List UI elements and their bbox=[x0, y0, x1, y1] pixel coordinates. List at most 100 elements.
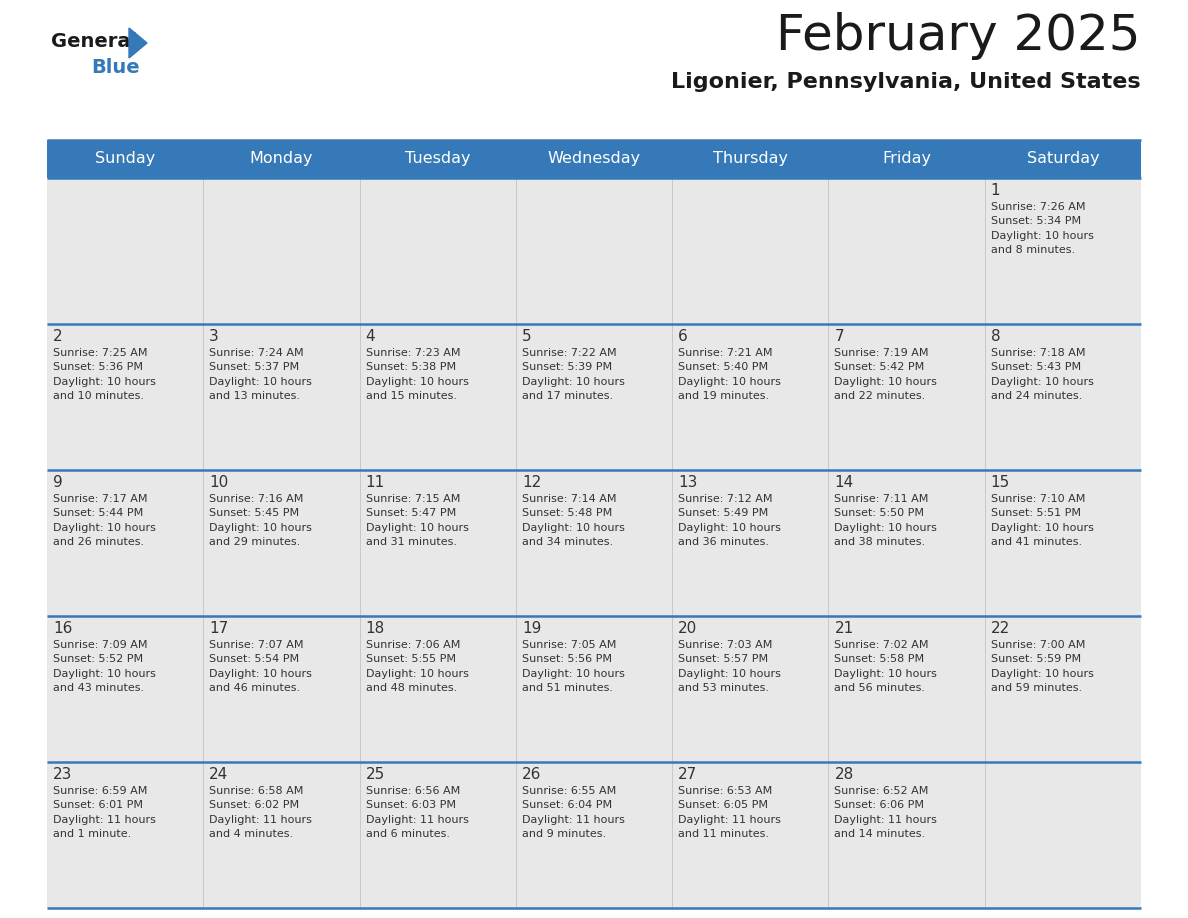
Text: Sunrise: 7:06 AM
Sunset: 5:55 PM
Daylight: 10 hours
and 48 minutes.: Sunrise: 7:06 AM Sunset: 5:55 PM Dayligh… bbox=[366, 640, 468, 693]
Bar bbox=[828, 762, 985, 908]
Text: Ligonier, Pennsylvania, United States: Ligonier, Pennsylvania, United States bbox=[671, 72, 1140, 92]
Text: 21: 21 bbox=[834, 621, 854, 636]
Text: 25: 25 bbox=[366, 767, 385, 782]
Text: Sunrise: 7:25 AM
Sunset: 5:36 PM
Daylight: 10 hours
and 10 minutes.: Sunrise: 7:25 AM Sunset: 5:36 PM Dayligh… bbox=[53, 348, 156, 401]
Bar bbox=[828, 140, 985, 178]
Bar bbox=[360, 140, 516, 178]
Text: Friday: Friday bbox=[881, 151, 931, 166]
Text: Monday: Monday bbox=[249, 151, 314, 166]
Bar bbox=[672, 140, 828, 178]
Text: 14: 14 bbox=[834, 475, 854, 490]
Bar bbox=[672, 324, 828, 470]
Text: Sunrise: 7:23 AM
Sunset: 5:38 PM
Daylight: 10 hours
and 15 minutes.: Sunrise: 7:23 AM Sunset: 5:38 PM Dayligh… bbox=[366, 348, 468, 401]
Text: 27: 27 bbox=[678, 767, 697, 782]
Text: Saturday: Saturday bbox=[1026, 151, 1099, 166]
Bar bbox=[48, 140, 203, 178]
Text: Sunrise: 6:59 AM
Sunset: 6:01 PM
Daylight: 11 hours
and 1 minute.: Sunrise: 6:59 AM Sunset: 6:01 PM Dayligh… bbox=[53, 786, 156, 839]
Text: 19: 19 bbox=[522, 621, 542, 636]
Bar bbox=[516, 324, 672, 470]
Text: February 2025: February 2025 bbox=[777, 12, 1140, 60]
Text: Thursday: Thursday bbox=[713, 151, 788, 166]
Text: Sunrise: 6:56 AM
Sunset: 6:03 PM
Daylight: 11 hours
and 6 minutes.: Sunrise: 6:56 AM Sunset: 6:03 PM Dayligh… bbox=[366, 786, 468, 839]
Text: Sunrise: 7:10 AM
Sunset: 5:51 PM
Daylight: 10 hours
and 41 minutes.: Sunrise: 7:10 AM Sunset: 5:51 PM Dayligh… bbox=[991, 494, 1094, 547]
Bar bbox=[516, 140, 672, 178]
Text: 16: 16 bbox=[53, 621, 72, 636]
Text: Sunrise: 7:26 AM
Sunset: 5:34 PM
Daylight: 10 hours
and 8 minutes.: Sunrise: 7:26 AM Sunset: 5:34 PM Dayligh… bbox=[991, 202, 1094, 255]
Text: Sunrise: 6:58 AM
Sunset: 6:02 PM
Daylight: 11 hours
and 4 minutes.: Sunrise: 6:58 AM Sunset: 6:02 PM Dayligh… bbox=[209, 786, 312, 839]
Bar bbox=[360, 324, 516, 470]
Text: General: General bbox=[51, 32, 137, 51]
Bar bbox=[48, 178, 203, 324]
Text: Sunrise: 7:22 AM
Sunset: 5:39 PM
Daylight: 10 hours
and 17 minutes.: Sunrise: 7:22 AM Sunset: 5:39 PM Dayligh… bbox=[522, 348, 625, 401]
Text: Sunrise: 7:02 AM
Sunset: 5:58 PM
Daylight: 10 hours
and 56 minutes.: Sunrise: 7:02 AM Sunset: 5:58 PM Dayligh… bbox=[834, 640, 937, 693]
Text: Tuesday: Tuesday bbox=[405, 151, 470, 166]
Bar bbox=[203, 178, 360, 324]
Bar bbox=[672, 178, 828, 324]
Text: 24: 24 bbox=[209, 767, 228, 782]
Bar bbox=[985, 140, 1140, 178]
Text: 9: 9 bbox=[53, 475, 63, 490]
Text: 15: 15 bbox=[991, 475, 1010, 490]
Text: Sunrise: 7:12 AM
Sunset: 5:49 PM
Daylight: 10 hours
and 36 minutes.: Sunrise: 7:12 AM Sunset: 5:49 PM Dayligh… bbox=[678, 494, 781, 547]
Text: Sunrise: 7:17 AM
Sunset: 5:44 PM
Daylight: 10 hours
and 26 minutes.: Sunrise: 7:17 AM Sunset: 5:44 PM Dayligh… bbox=[53, 494, 156, 547]
Text: 1: 1 bbox=[991, 183, 1000, 198]
Bar bbox=[985, 616, 1140, 762]
Bar bbox=[48, 324, 203, 470]
Bar bbox=[48, 762, 203, 908]
Text: Sunrise: 7:24 AM
Sunset: 5:37 PM
Daylight: 10 hours
and 13 minutes.: Sunrise: 7:24 AM Sunset: 5:37 PM Dayligh… bbox=[209, 348, 312, 401]
Bar bbox=[985, 762, 1140, 908]
Text: Sunrise: 7:21 AM
Sunset: 5:40 PM
Daylight: 10 hours
and 19 minutes.: Sunrise: 7:21 AM Sunset: 5:40 PM Dayligh… bbox=[678, 348, 781, 401]
Bar bbox=[828, 324, 985, 470]
Text: 22: 22 bbox=[991, 621, 1010, 636]
Bar bbox=[360, 470, 516, 616]
Bar bbox=[828, 616, 985, 762]
Text: 13: 13 bbox=[678, 475, 697, 490]
Text: 7: 7 bbox=[834, 329, 843, 344]
Bar bbox=[48, 470, 203, 616]
Bar bbox=[985, 178, 1140, 324]
Bar bbox=[985, 470, 1140, 616]
Bar bbox=[360, 616, 516, 762]
Text: Sunrise: 7:03 AM
Sunset: 5:57 PM
Daylight: 10 hours
and 53 minutes.: Sunrise: 7:03 AM Sunset: 5:57 PM Dayligh… bbox=[678, 640, 781, 693]
Text: Sunrise: 6:52 AM
Sunset: 6:06 PM
Daylight: 11 hours
and 14 minutes.: Sunrise: 6:52 AM Sunset: 6:06 PM Dayligh… bbox=[834, 786, 937, 839]
Text: Sunrise: 7:09 AM
Sunset: 5:52 PM
Daylight: 10 hours
and 43 minutes.: Sunrise: 7:09 AM Sunset: 5:52 PM Dayligh… bbox=[53, 640, 156, 693]
Text: Sunrise: 6:55 AM
Sunset: 6:04 PM
Daylight: 11 hours
and 9 minutes.: Sunrise: 6:55 AM Sunset: 6:04 PM Dayligh… bbox=[522, 786, 625, 839]
Text: Sunrise: 7:19 AM
Sunset: 5:42 PM
Daylight: 10 hours
and 22 minutes.: Sunrise: 7:19 AM Sunset: 5:42 PM Dayligh… bbox=[834, 348, 937, 401]
Text: Sunrise: 7:14 AM
Sunset: 5:48 PM
Daylight: 10 hours
and 34 minutes.: Sunrise: 7:14 AM Sunset: 5:48 PM Dayligh… bbox=[522, 494, 625, 547]
Bar bbox=[672, 762, 828, 908]
Bar bbox=[360, 178, 516, 324]
Bar bbox=[203, 324, 360, 470]
Bar bbox=[203, 470, 360, 616]
Text: 4: 4 bbox=[366, 329, 375, 344]
Bar bbox=[828, 178, 985, 324]
Text: Sunrise: 7:05 AM
Sunset: 5:56 PM
Daylight: 10 hours
and 51 minutes.: Sunrise: 7:05 AM Sunset: 5:56 PM Dayligh… bbox=[522, 640, 625, 693]
Bar bbox=[828, 470, 985, 616]
Text: 20: 20 bbox=[678, 621, 697, 636]
Text: Sunrise: 7:18 AM
Sunset: 5:43 PM
Daylight: 10 hours
and 24 minutes.: Sunrise: 7:18 AM Sunset: 5:43 PM Dayligh… bbox=[991, 348, 1094, 401]
Bar bbox=[203, 140, 360, 178]
Text: 8: 8 bbox=[991, 329, 1000, 344]
Text: 2: 2 bbox=[53, 329, 63, 344]
Text: 10: 10 bbox=[209, 475, 228, 490]
Bar bbox=[516, 762, 672, 908]
Text: Wednesday: Wednesday bbox=[548, 151, 640, 166]
Text: 18: 18 bbox=[366, 621, 385, 636]
Bar bbox=[48, 616, 203, 762]
Bar bbox=[985, 324, 1140, 470]
Text: Sunrise: 7:00 AM
Sunset: 5:59 PM
Daylight: 10 hours
and 59 minutes.: Sunrise: 7:00 AM Sunset: 5:59 PM Dayligh… bbox=[991, 640, 1094, 693]
Bar bbox=[672, 470, 828, 616]
Text: #1a1a1a: #1a1a1a bbox=[51, 39, 57, 40]
Bar bbox=[516, 470, 672, 616]
Bar bbox=[672, 616, 828, 762]
Text: 23: 23 bbox=[53, 767, 72, 782]
Bar bbox=[203, 616, 360, 762]
Text: 28: 28 bbox=[834, 767, 854, 782]
Text: Sunrise: 7:07 AM
Sunset: 5:54 PM
Daylight: 10 hours
and 46 minutes.: Sunrise: 7:07 AM Sunset: 5:54 PM Dayligh… bbox=[209, 640, 312, 693]
Bar bbox=[516, 616, 672, 762]
Text: Sunrise: 7:11 AM
Sunset: 5:50 PM
Daylight: 10 hours
and 38 minutes.: Sunrise: 7:11 AM Sunset: 5:50 PM Dayligh… bbox=[834, 494, 937, 547]
Text: Sunrise: 7:15 AM
Sunset: 5:47 PM
Daylight: 10 hours
and 31 minutes.: Sunrise: 7:15 AM Sunset: 5:47 PM Dayligh… bbox=[366, 494, 468, 547]
Bar bbox=[516, 178, 672, 324]
Text: Sunrise: 6:53 AM
Sunset: 6:05 PM
Daylight: 11 hours
and 11 minutes.: Sunrise: 6:53 AM Sunset: 6:05 PM Dayligh… bbox=[678, 786, 781, 839]
Polygon shape bbox=[129, 28, 147, 58]
Text: 3: 3 bbox=[209, 329, 219, 344]
